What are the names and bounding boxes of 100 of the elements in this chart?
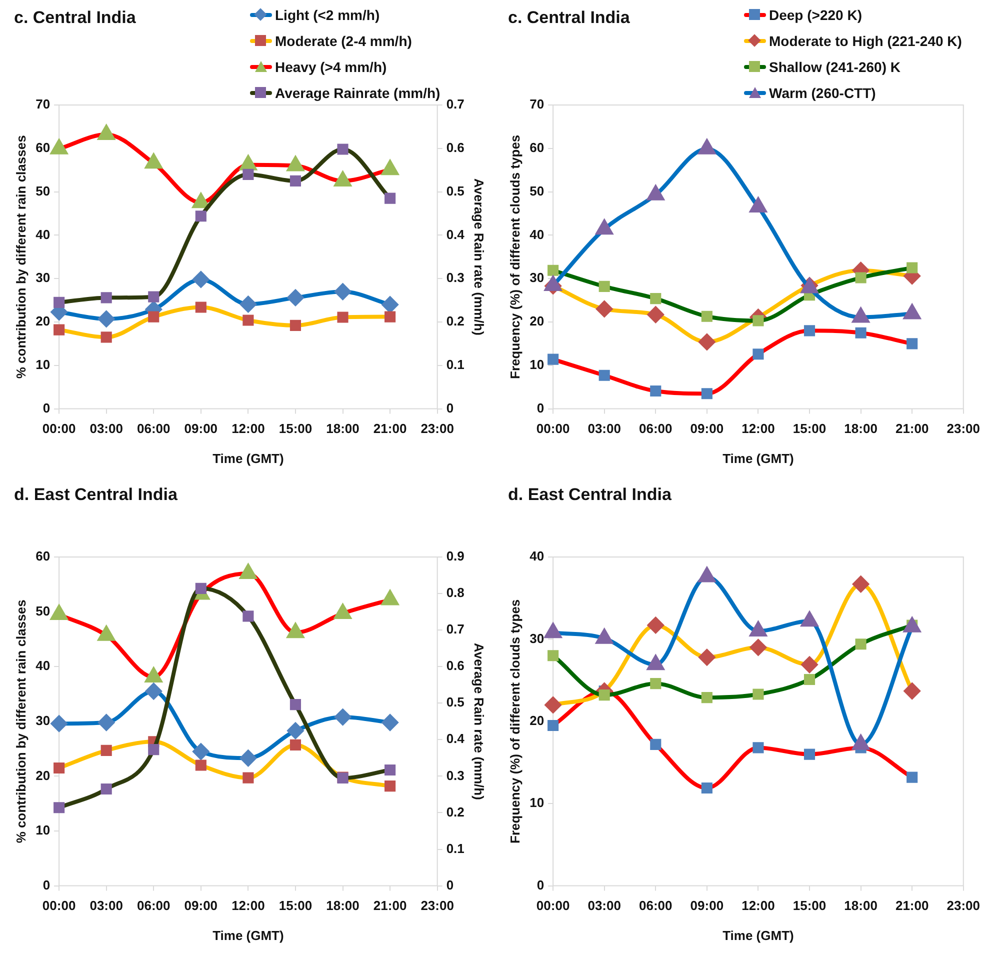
y-tick-label: 30 [530, 630, 544, 646]
y-tick-label: 20 [36, 768, 50, 783]
x-tick-label: 18:00 [326, 898, 360, 914]
y2-tick-label: 0.5 [446, 694, 464, 710]
y2-tick-label: 0.4 [446, 226, 466, 242]
y-tick-label: 0 [536, 877, 544, 892]
y2-tick-label: 0.7 [446, 622, 464, 637]
x-tick-label: 18:00 [844, 898, 878, 914]
y2-tick-label: 0.4 [446, 731, 466, 746]
chart-title: d. East Central India [508, 485, 672, 505]
x-tick-label: 21:00 [895, 421, 929, 436]
legend-label: Shallow (241-260) K [769, 59, 900, 75]
y-tick-label: 20 [36, 314, 50, 329]
y-tick-label: 0 [42, 877, 50, 892]
y-tick-label: 40 [36, 658, 50, 674]
legend-label: Light (<2 mm/h) [275, 7, 380, 23]
y-tick-label: 70 [530, 96, 544, 112]
x-tick-label: 23:00 [420, 421, 454, 436]
y-tick-label: 70 [36, 96, 50, 112]
x-axis-title: Time (GMT) [722, 450, 794, 466]
chart-title: d. East Central India [14, 485, 178, 505]
x-tick-label: 09:00 [690, 898, 724, 914]
legend-label: Moderate to High (221-240 K) [769, 33, 962, 49]
y-tick-label: 30 [36, 712, 50, 728]
y-axis-title: Frequency (%) of different clouds types [507, 134, 522, 379]
x-tick-label: 12:00 [742, 898, 775, 914]
x-tick-label: 21:00 [373, 421, 407, 436]
y-axis-title: Frequency (%) of different clouds types [507, 599, 522, 844]
y-tick-label: 40 [530, 548, 544, 564]
y2-tick-label: 0.1 [446, 356, 464, 372]
x-tick-label: 12:00 [232, 421, 265, 436]
x-tick-label: 00:00 [42, 898, 76, 914]
x-axis-title: Time (GMT) [212, 928, 284, 943]
x-tick-label: 18:00 [326, 421, 360, 436]
legend-label: Deep (>220 K) [769, 7, 862, 23]
x-tick-label: 06:00 [639, 898, 672, 914]
x-tick-label: 03:00 [588, 421, 621, 436]
y2-axis-title: Average Rain rate (mm/h) [472, 178, 487, 336]
x-tick-label: 21:00 [895, 898, 929, 914]
x-tick-label: 06:00 [639, 421, 672, 436]
y-tick-label: 50 [530, 183, 544, 198]
y-tick-label: 10 [36, 356, 50, 372]
y2-tick-label: 0.6 [446, 140, 464, 155]
x-tick-label: 00:00 [536, 421, 570, 436]
chart-title: c. Central India [508, 8, 630, 28]
y2-axis-title: Average Rain rate (mm/h) [472, 642, 487, 800]
y-tick-label: 30 [530, 270, 544, 286]
y2-tick-label: 0.2 [446, 314, 464, 329]
x-tick-label: 00:00 [42, 421, 76, 436]
y2-tick-label: 0.7 [446, 96, 464, 112]
x-tick-label: 23:00 [420, 898, 454, 914]
y-tick-label: 20 [530, 712, 544, 728]
x-tick-label: 09:00 [184, 898, 218, 914]
y-tick-label: 10 [530, 795, 544, 810]
y2-tick-label: 0.6 [446, 658, 464, 674]
x-tick-label: 09:00 [184, 421, 218, 436]
y-tick-label: 50 [36, 603, 50, 618]
y2-tick-label: 0 [446, 400, 454, 416]
x-axis-title: Time (GMT) [212, 450, 284, 466]
y-tick-label: 30 [36, 270, 50, 286]
x-tick-label: 12:00 [742, 421, 775, 436]
y-axis-title: % contribution by different rain classes [13, 135, 28, 379]
x-tick-label: 15:00 [792, 898, 826, 914]
y-tick-label: 60 [36, 140, 50, 155]
y2-tick-label: 0 [446, 877, 454, 892]
y-axis-title: % contribution by different rain classes [13, 600, 28, 844]
legend-label: Heavy (>4 mm/h) [275, 59, 387, 75]
y-tick-label: 40 [36, 226, 50, 242]
x-tick-label: 15:00 [278, 898, 312, 914]
y-tick-label: 0 [42, 400, 50, 416]
x-tick-label: 00:00 [536, 898, 570, 914]
y-tick-label: 0 [536, 400, 544, 416]
x-tick-label: 06:00 [137, 421, 170, 436]
x-tick-label: 15:00 [278, 421, 312, 436]
x-tick-label: 15:00 [792, 421, 826, 436]
y-tick-label: 10 [530, 356, 544, 372]
x-tick-label: 21:00 [373, 898, 407, 914]
legend-label: Average Rainrate (mm/h) [275, 85, 440, 101]
y2-tick-label: 0.8 [446, 585, 464, 600]
y-tick-label: 10 [36, 822, 50, 838]
legend-label: Warm (260-CTT) [769, 85, 876, 101]
y-tick-label: 60 [36, 548, 50, 564]
x-tick-label: 18:00 [844, 421, 878, 436]
y2-tick-label: 0.3 [446, 270, 464, 286]
y-tick-label: 20 [530, 314, 544, 329]
x-tick-label: 03:00 [90, 421, 123, 436]
x-tick-label: 12:00 [232, 898, 265, 914]
chart-title: c. Central India [14, 8, 136, 28]
y2-tick-label: 0.3 [446, 768, 464, 783]
x-tick-label: 09:00 [690, 421, 724, 436]
x-tick-label: 23:00 [946, 421, 980, 436]
y2-tick-label: 0.1 [446, 840, 464, 856]
x-tick-label: 23:00 [946, 898, 980, 914]
y2-tick-label: 0.2 [446, 804, 464, 820]
legend-label: Moderate (2-4 mm/h) [275, 33, 412, 49]
x-tick-label: 06:00 [137, 898, 170, 914]
y-tick-label: 60 [530, 140, 544, 155]
x-axis-title: Time (GMT) [722, 928, 794, 943]
y-tick-label: 50 [36, 183, 50, 198]
y-tick-label: 40 [530, 226, 544, 242]
